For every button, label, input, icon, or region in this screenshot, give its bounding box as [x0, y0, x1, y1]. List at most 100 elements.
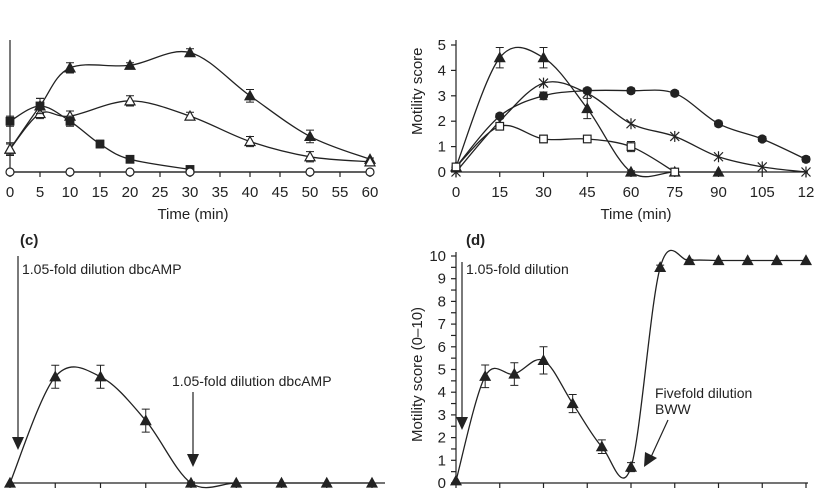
data-point: [566, 397, 579, 409]
data-point: [5, 116, 15, 126]
data-point: [479, 370, 492, 381]
x-tick-label: 15: [491, 184, 508, 201]
panel-b-y-tick-labels: 0 1 2 3 4 5: [438, 37, 456, 181]
data-point: [581, 102, 594, 114]
data-point: [626, 118, 636, 130]
data-point: [537, 51, 550, 63]
panel-c-annotation-2: 1.05-fold dilution dbcAMP: [172, 373, 332, 389]
x-tick-label: 25: [152, 184, 169, 201]
y-tick-label: 3: [438, 407, 446, 424]
panel-d-annotation-3: BWW: [655, 401, 692, 417]
data-point: [537, 354, 550, 366]
data-point: [741, 254, 754, 266]
data-point: [538, 77, 549, 89]
y-tick-label: 5: [438, 362, 446, 379]
data-point: [123, 59, 137, 70]
panel-c-arrow-1-head: [12, 437, 24, 450]
data-point: [230, 476, 243, 488]
panel-b-plot-area: [449, 46, 811, 178]
data-point: [799, 254, 813, 266]
panel-d-annotations: 1.05-fold dilution Fivefold dilution BWW: [456, 261, 752, 467]
data-point: [538, 91, 549, 101]
data-point: [139, 414, 152, 426]
data-point: [670, 167, 680, 177]
data-point: [626, 142, 636, 152]
data-point: [123, 94, 137, 106]
data-point: [305, 167, 315, 177]
x-tick-label: 0: [452, 184, 460, 201]
x-tick-label: 50: [302, 184, 319, 201]
data-point: [801, 154, 811, 164]
data-point: [712, 254, 725, 266]
data-point: [65, 167, 75, 177]
data-point: [365, 167, 375, 177]
y-tick-label: 1: [438, 452, 446, 469]
data-point: [624, 165, 638, 177]
data-point: [3, 142, 17, 154]
x-tick-label: 10: [62, 184, 79, 201]
panel-d-annotation-2: Fivefold dilution: [655, 385, 752, 401]
panel-d-arrow-2-line: [650, 419, 669, 458]
data-point: [183, 109, 197, 121]
x-tick-label: 35: [212, 184, 229, 201]
data-point: [595, 440, 608, 452]
data-point: [365, 476, 379, 488]
y-tick-label: 0: [438, 475, 446, 492]
panel-b-y-axis-label: Motility score: [409, 47, 426, 135]
y-tick-label: 8: [438, 293, 446, 310]
y-tick-label: 6: [438, 339, 446, 356]
x-tick-label: 45: [579, 184, 596, 201]
data-point: [449, 474, 463, 486]
x-tick-label: 60: [623, 184, 640, 201]
data-point: [757, 161, 768, 173]
data-point: [582, 134, 592, 144]
data-point: [35, 101, 45, 111]
data-point: [712, 165, 725, 177]
panel-d-y-tick-labels: 0 1 2 3 4 5 6 7 8 9 10: [429, 248, 456, 492]
y-tick-label: 3: [438, 88, 446, 105]
data-point: [713, 119, 724, 129]
x-tick-label: 12: [798, 184, 815, 201]
x-tick-label: 15: [92, 184, 109, 201]
y-tick-label: 10: [429, 248, 446, 265]
x-tick-label: 90: [710, 184, 727, 201]
data-point: [770, 254, 783, 266]
data-point: [363, 155, 377, 167]
data-point: [185, 167, 195, 177]
x-tick-label: 40: [242, 184, 259, 201]
data-point: [183, 46, 197, 58]
data-point: [757, 134, 767, 144]
panel-d-annotation-1: 1.05-fold dilution: [466, 261, 569, 277]
panel-a: 0 5 10 15 20 25 30 35 40 45 50 55 60 Time (min): [3, 40, 378, 223]
data-point: [670, 88, 680, 98]
data-point: [713, 151, 724, 163]
data-point: [184, 476, 198, 488]
x-tick-label: 0: [6, 184, 14, 201]
data-point: [243, 89, 257, 101]
panel-c: (c) 1.05-fold dilution dbcAMP 1.05-fold …: [3, 232, 385, 489]
data-point: [508, 367, 521, 379]
data-point: [451, 162, 461, 172]
data-point: [95, 139, 105, 149]
panel-d-y-axis-label: Motility score (0–10): [409, 307, 426, 442]
data-point: [582, 87, 593, 99]
panel-c-label: (c): [20, 232, 38, 249]
x-tick-label: 30: [182, 184, 199, 201]
data-point: [49, 370, 62, 382]
x-tick-label: 105: [750, 184, 775, 201]
y-tick-label: 2: [438, 113, 446, 130]
x-tick-label: 55: [332, 184, 349, 201]
data-point: [624, 460, 638, 472]
panel-a-x-axis-label: Time (min): [157, 206, 228, 223]
panel-a-plot-area: [3, 46, 377, 177]
x-tick-label: 30: [535, 184, 552, 201]
panel-c-arrow-2-head: [187, 454, 199, 467]
x-tick-label: 45: [272, 184, 289, 201]
data-point: [94, 370, 107, 382]
x-tick-label: 20: [122, 184, 139, 201]
y-tick-label: 2: [438, 430, 446, 447]
x-tick-label: 75: [666, 184, 683, 201]
y-tick-label: 4: [438, 384, 446, 401]
